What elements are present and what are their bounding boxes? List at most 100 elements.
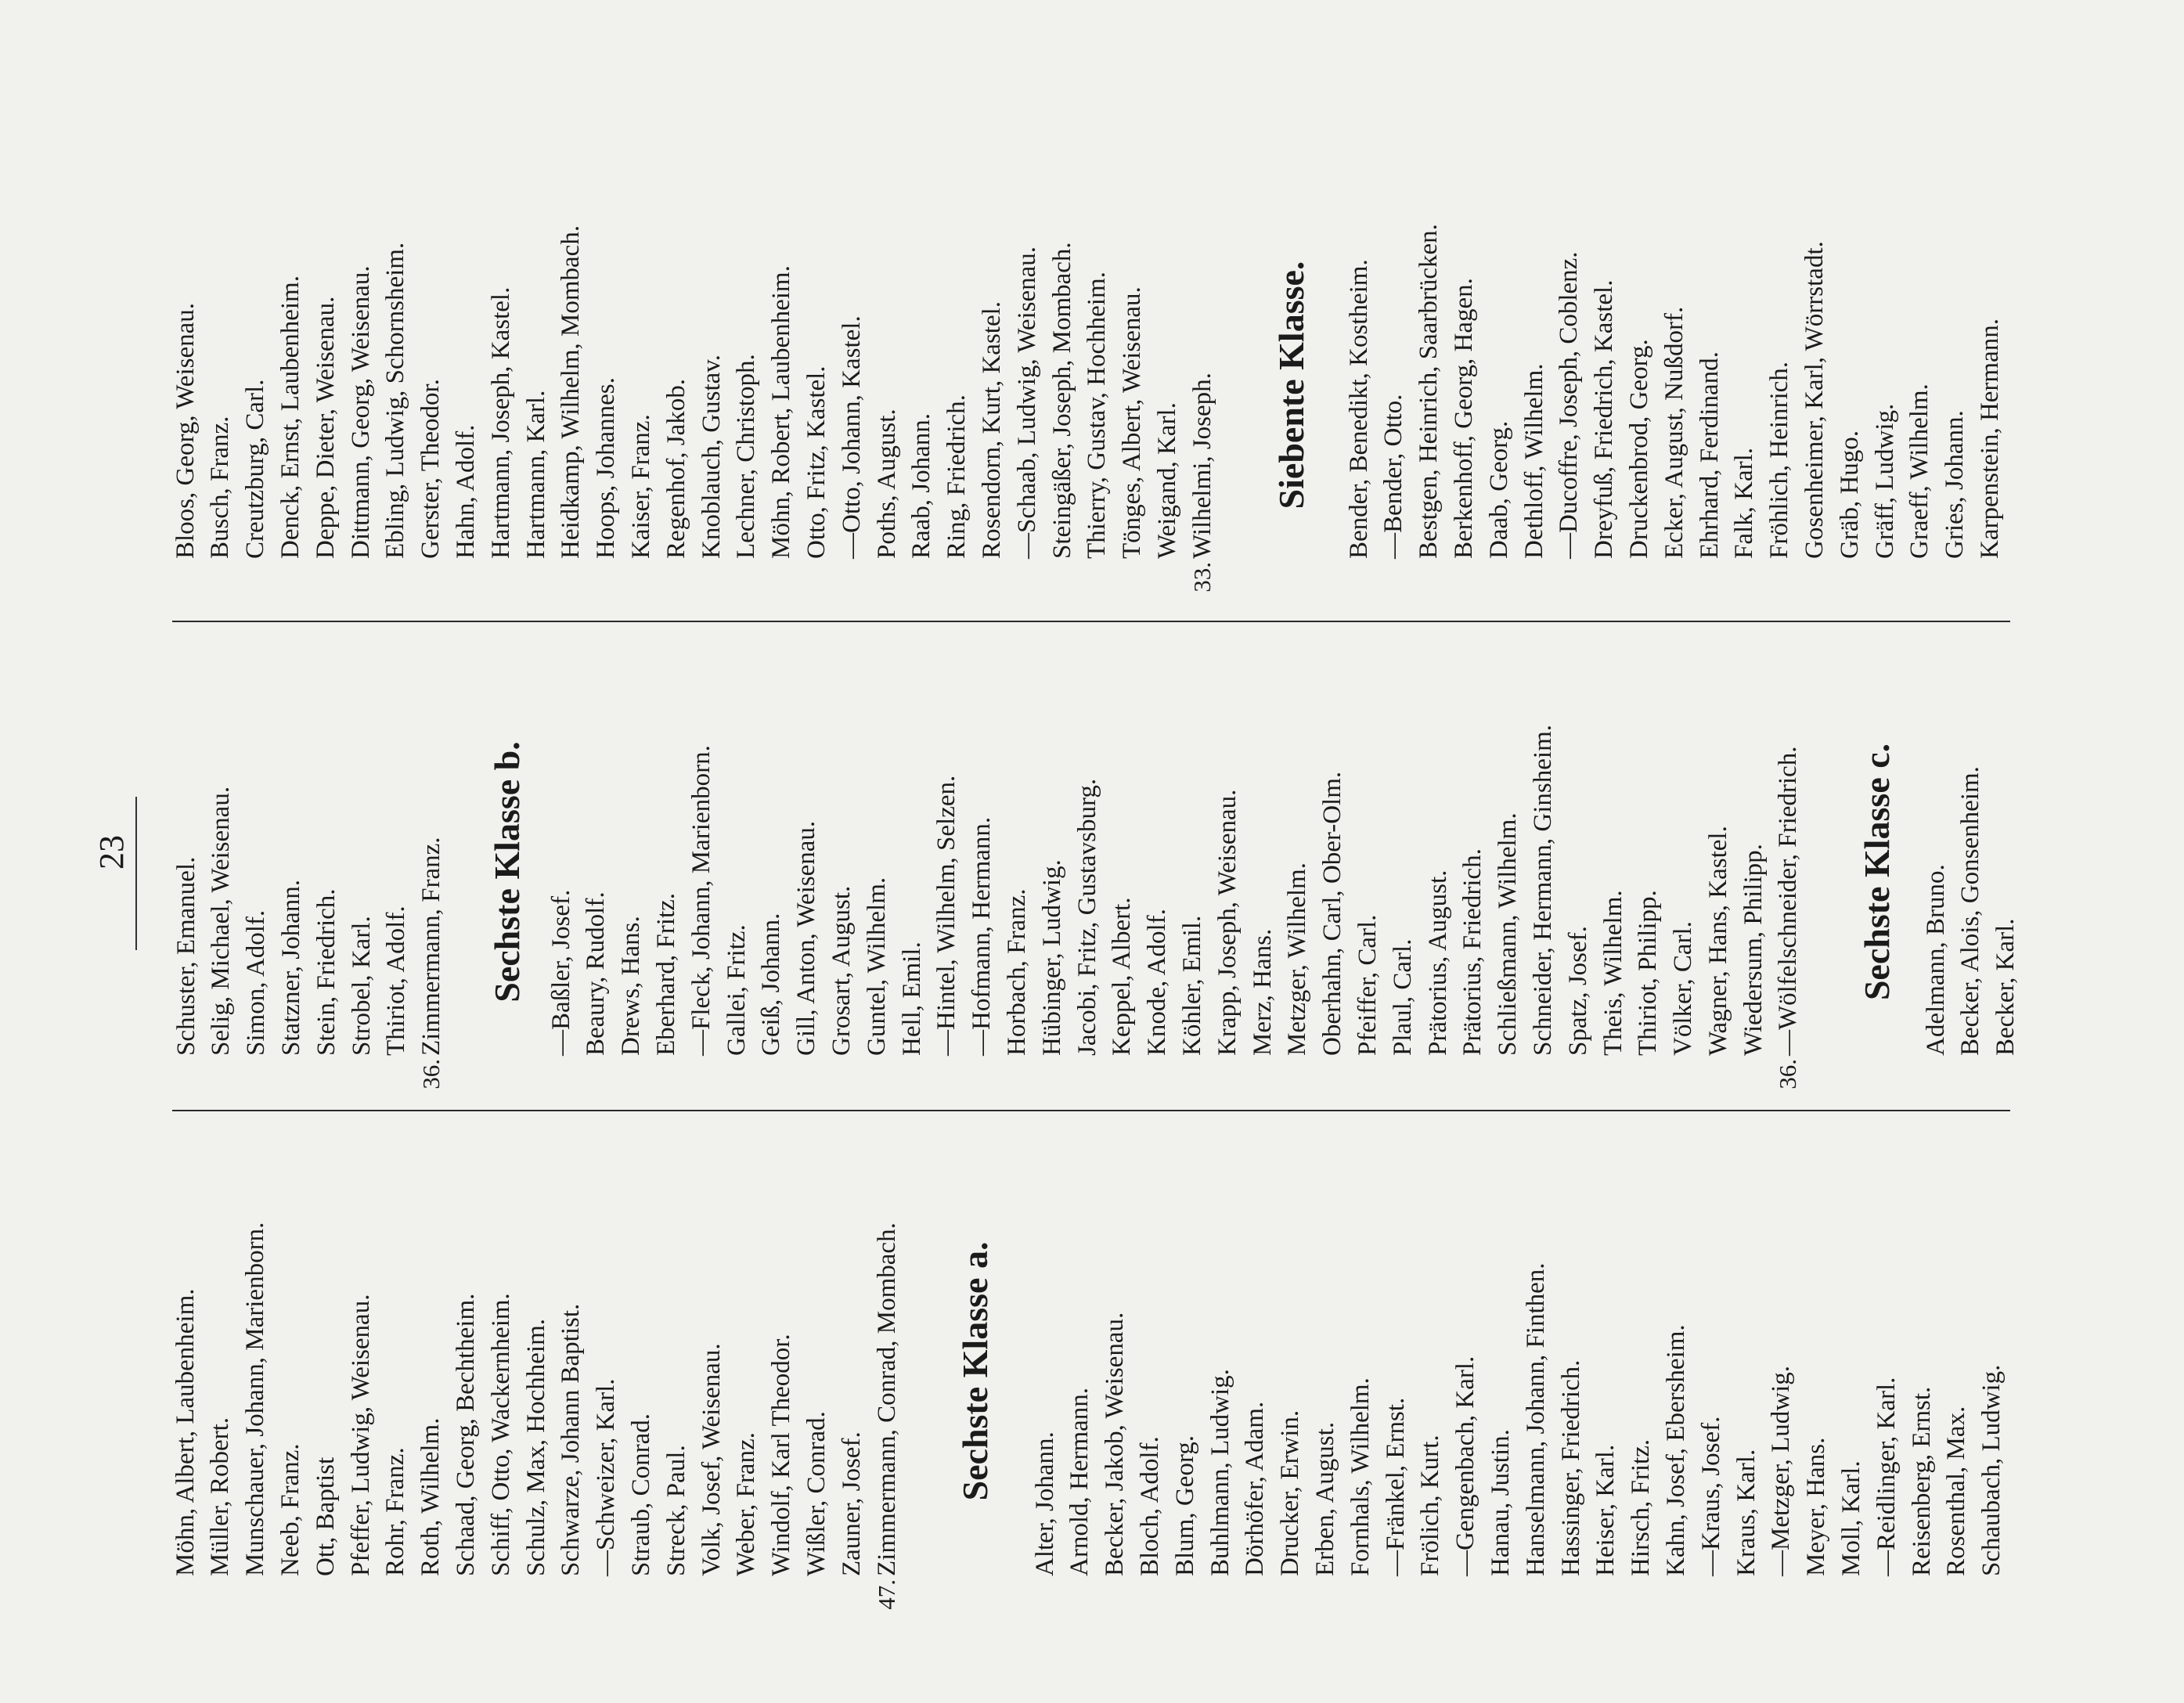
student-entry: Arnold, Hermann. <box>1065 1387 1094 1576</box>
list-item: Schuster, Emanuel. <box>169 787 204 1056</box>
student-entry: Krapp, Joseph, Weisenau. <box>1213 789 1242 1056</box>
student-entry: Karpenstein, Hermann. <box>1975 319 2004 559</box>
name-list: Möhn, Albert, Laubenheim. Müller, Robert.… <box>168 1222 905 1610</box>
list-item: Hell, Emil. <box>895 725 930 1056</box>
student-entry: Schneider, Hermann, Ginsheim. <box>1528 725 1557 1056</box>
student-entry: Thiriot, Philipp. <box>1634 890 1663 1056</box>
student-entry: Schuster, Emanuel. <box>171 856 200 1056</box>
student-entry: Hirsch, Fritz. <box>1627 1438 1656 1576</box>
list-item: Keppel, Albert. <box>1105 725 1140 1056</box>
list-item: Deppe, Dieter, Weisenau. <box>308 225 344 559</box>
student-entry: Berkenhoff, Georg, Hagen. <box>1449 278 1478 559</box>
list-item: 36. —Wölfelschneider, Friedrich. <box>1771 725 1806 1089</box>
student-entry: Dittmann, Georg, Weisenau. <box>346 265 375 559</box>
list-item: Ebling, Ludwig, Schornsheim. <box>378 225 413 559</box>
student-entry: Schwarze, Johann Baptist. <box>557 1303 586 1576</box>
student-entry: Weigand, Karl. <box>1152 402 1181 559</box>
list-item: —Baßler, Josef. <box>544 725 579 1056</box>
list-item: Munschauer, Johann, Marienborn. <box>238 1222 273 1576</box>
list-item: —Otto, Johann, Kastel. <box>834 225 870 559</box>
column-divider <box>172 621 2010 622</box>
student-entry: Windolf, Karl Theodor. <box>767 1334 796 1576</box>
student-entry: Hell, Emil. <box>897 942 926 1056</box>
student-entry: Zimmermann, Conrad, Mombach. <box>872 1222 901 1576</box>
list-item: 47. Zimmermann, Conrad, Mombach. <box>870 1222 905 1610</box>
student-entry: Becker, Karl. <box>1991 918 2020 1056</box>
student-entry: Gräff, Ludwig. <box>1870 403 1899 559</box>
list-item: Heiser, Karl. <box>1588 1262 1624 1576</box>
list-item: Thierry, Gustav, Hochheim. <box>1079 225 1115 559</box>
student-entry: Lechner, Christoph. <box>732 354 761 559</box>
list-item: Plaul, Carl. <box>1386 725 1421 1056</box>
student-entry: Rosendorn, Kurt, Kastel. <box>977 301 1006 559</box>
student-entry: Thierry, Gustav, Hochheim. <box>1083 272 1112 559</box>
student-entry: Raab, Johann. <box>907 412 936 559</box>
list-item: —Hofmann, Hermann. <box>964 725 1000 1056</box>
student-entry: Becker, Alois, Gonsenheim. <box>1956 766 1985 1056</box>
list-item: Streck, Paul. <box>659 1222 694 1576</box>
list-item: Schaad, Georg, Bechtheim. <box>449 1222 484 1576</box>
list-item: Prätorius, Friedrich. <box>1455 725 1490 1056</box>
student-entry: Busch, Franz. <box>206 416 235 559</box>
student-entry: Schließmann, Wilhelm. <box>1494 812 1523 1056</box>
student-entry: Gill, Anton, Weisenau. <box>792 820 821 1056</box>
list-item: Dörhöfer, Adam. <box>1238 1262 1273 1576</box>
list-item: Windolf, Karl Theodor. <box>764 1222 799 1576</box>
list-item: Zauner, Josef. <box>834 1222 870 1576</box>
student-entry: Alter, Johann. <box>1030 1431 1059 1576</box>
list-item: Gill, Anton, Weisenau. <box>789 725 824 1056</box>
student-entry: Kahn, Josef, Ebersheim. <box>1661 1324 1690 1576</box>
student-entry: —Wölfelschneider, Friedrich. <box>1774 746 1803 1056</box>
student-entry: —Reidlinger, Karl. <box>1872 1377 1901 1576</box>
student-entry: —Otto, Johann, Kastel. <box>837 315 866 559</box>
student-entry: Ring, Friedrich. <box>942 394 971 559</box>
item-count-number: 36. <box>417 1059 445 1089</box>
student-entry: Roth, Wilhelm. <box>416 1417 445 1576</box>
name-list: Schuster, Emanuel. Selig, Michael, Weisen… <box>169 787 449 1089</box>
list-item: Gries, Johann. <box>1937 224 1973 559</box>
list-item: Möhn, Robert, Laubenheim. <box>764 225 799 559</box>
student-entry: Heiser, Karl. <box>1591 1444 1620 1576</box>
student-entry: Bestgen, Heinrich, Saarbrücken. <box>1415 224 1443 559</box>
list-item: —Bender, Otto. <box>1376 224 1411 559</box>
list-item: Steingäßer, Joseph, Mombach. <box>1045 225 1080 559</box>
list-item: Schulz, Max, Hochheim. <box>519 1222 554 1576</box>
list-item: Krapp, Joseph, Weisenau. <box>1210 725 1245 1056</box>
student-entry: Volk, Josef, Weisenau. <box>697 1343 726 1576</box>
class-heading: Siebente Klasse. <box>1271 261 1311 509</box>
student-entry: Erben, August. <box>1310 1421 1339 1576</box>
list-item: Gräff, Ludwig. <box>1868 224 1903 559</box>
student-entry: Hanau, Justin. <box>1486 1429 1515 1576</box>
student-entry: Merz, Hans. <box>1248 928 1277 1056</box>
student-entry: Pfeffer, Ludwig, Weisenau. <box>346 1294 375 1576</box>
list-item: —Schaab, Ludwig, Weisenau. <box>1010 225 1045 559</box>
list-item: Jacobi, Fritz, Gustavsburg. <box>1070 725 1105 1056</box>
class-heading: Sechste Klasse c. <box>1857 743 1897 1001</box>
list-item: Buhlmann, Ludwig. <box>1203 1262 1238 1576</box>
student-entry: Thiriot, Adolf. <box>382 906 411 1056</box>
list-item: Fornhals, Wilhelm. <box>1343 1262 1379 1576</box>
list-item: Theis, Wilhelm. <box>1596 725 1631 1056</box>
student-entry: Hartmann, Karl. <box>521 390 550 559</box>
student-entry: Hassinger, Friedrich. <box>1556 1359 1585 1576</box>
list-item: Völker, Carl. <box>1666 725 1701 1056</box>
student-entry: Müller, Robert. <box>206 1417 235 1576</box>
list-item: —Metzger, Ludwig. <box>1764 1262 1799 1576</box>
column-divider <box>172 1110 2010 1111</box>
list-item: Drews, Hans. <box>614 725 649 1056</box>
list-item: Kaiser, Franz. <box>624 225 659 559</box>
student-entry: Drucker, Erwin. <box>1276 1410 1305 1576</box>
list-item: Erben, August. <box>1308 1262 1343 1576</box>
list-item: Metzger, Wilhelm. <box>1280 725 1315 1056</box>
list-item: Bestgen, Heinrich, Saarbrücken. <box>1411 224 1447 559</box>
student-entry: Knoblauch, Gustav. <box>697 355 726 559</box>
list-item: —Ducoffre, Joseph, Coblenz. <box>1552 224 1587 559</box>
student-entry: Blum, Georg. <box>1170 1435 1199 1576</box>
student-entry: —Metzger, Ludwig. <box>1767 1365 1796 1576</box>
list-item: Druckenbrod, Georg. <box>1622 224 1657 559</box>
list-item: Otto, Fritz, Kastel. <box>799 225 834 559</box>
list-item: Thiriot, Adolf. <box>379 787 414 1056</box>
student-entry: Gerster, Theodor. <box>416 379 445 559</box>
list-item: Statzner, Johann. <box>274 787 309 1056</box>
student-entry: Beaury, Rudolf. <box>582 891 611 1056</box>
